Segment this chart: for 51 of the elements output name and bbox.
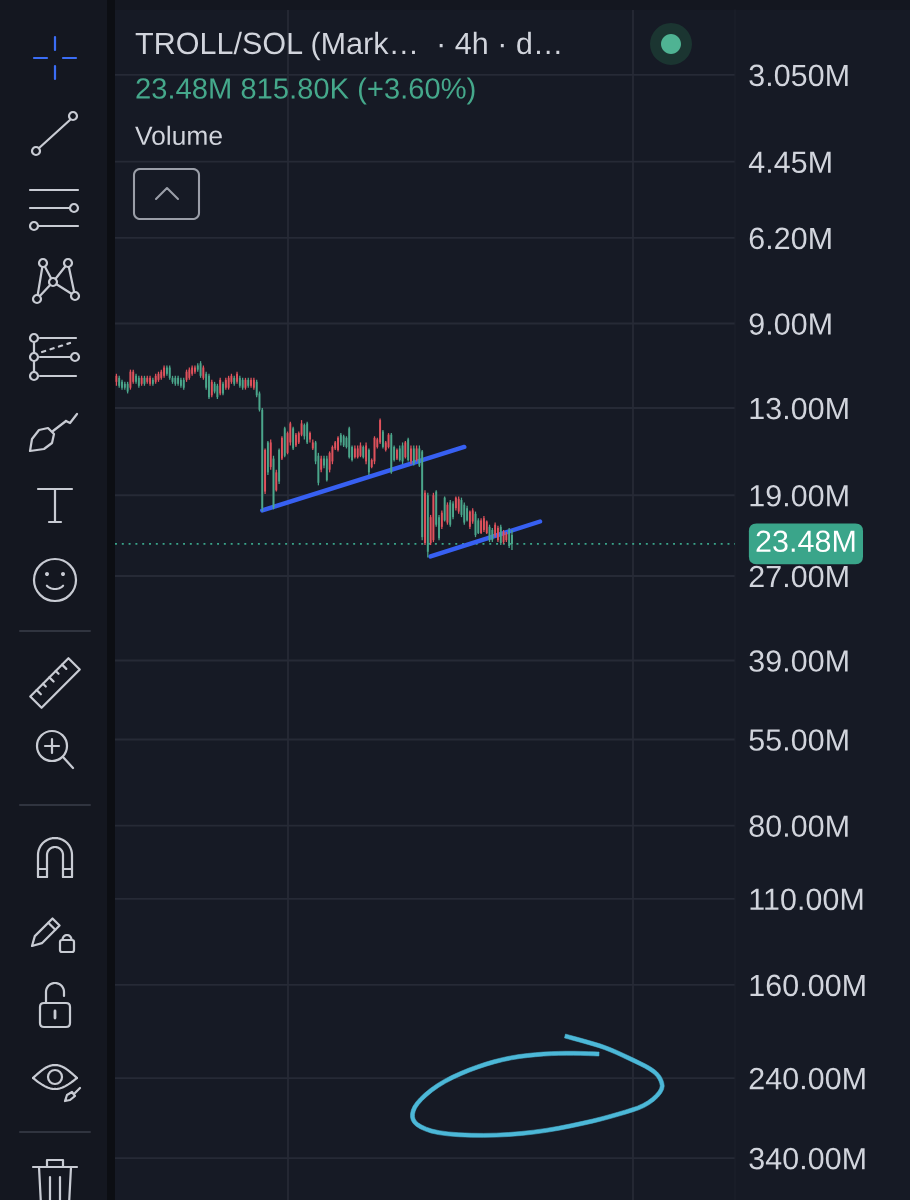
candlestick bbox=[365, 441, 368, 465]
candlestick bbox=[410, 444, 412, 465]
candlestick bbox=[449, 499, 452, 528]
text: 23.48M 815.80K (+3.60%) bbox=[136, 77, 475, 105]
candlestick bbox=[381, 429, 384, 450]
candlestick bbox=[216, 383, 219, 400]
candlestick bbox=[395, 447, 398, 461]
y-tick-label: 3.050M bbox=[749, 64, 848, 87]
y-tick-label: 240.00M bbox=[749, 1067, 865, 1090]
text: TROLL/SOL (Mark… · 4h · d… bbox=[135, 31, 560, 61]
candlestick bbox=[415, 444, 418, 463]
y-tick-label: 80.00M bbox=[749, 815, 848, 837]
candlestick bbox=[508, 527, 511, 549]
candlestick bbox=[208, 373, 210, 400]
y-tick-label: 340.00M bbox=[749, 1147, 865, 1170]
candlestick bbox=[440, 509, 443, 530]
candlestick bbox=[280, 435, 283, 461]
candlestick bbox=[424, 489, 426, 546]
candlestick bbox=[468, 509, 471, 530]
ref-line-label: 23.48M bbox=[756, 530, 855, 553]
candlestick bbox=[275, 469, 278, 493]
y-tick-label: 6.20M bbox=[749, 227, 831, 250]
candlestick bbox=[337, 435, 339, 453]
candlestick bbox=[194, 364, 196, 375]
candlestick bbox=[432, 492, 435, 543]
candlestick bbox=[306, 421, 309, 445]
candlestick bbox=[511, 529, 513, 551]
y-tick-label: 160.00M bbox=[750, 974, 865, 997]
y-tick-label: 19.00M bbox=[750, 484, 848, 507]
annotation: Volume bbox=[135, 125, 222, 146]
y-tick-label: 4.45M bbox=[748, 151, 831, 174]
y-tick-label: 39.00M bbox=[749, 650, 848, 672]
candlestick bbox=[325, 455, 328, 483]
candlestick bbox=[121, 379, 123, 391]
candlestick bbox=[213, 381, 216, 395]
y-tick-label: 13.00M bbox=[750, 397, 848, 420]
candlestick bbox=[407, 437, 410, 463]
candlestick bbox=[499, 524, 502, 546]
candlestick bbox=[236, 371, 238, 385]
y-tick-label: 110.00M bbox=[750, 888, 863, 911]
candlestick bbox=[295, 432, 297, 448]
candlestick bbox=[379, 417, 382, 445]
candlestick bbox=[412, 444, 415, 467]
y-tick-label: 27.00M bbox=[749, 565, 848, 588]
y-tick-label: 55.00M bbox=[749, 729, 848, 751]
candlestick bbox=[135, 373, 137, 385]
candlestick bbox=[222, 381, 224, 396]
candlestick bbox=[292, 426, 295, 451]
candlestick bbox=[496, 525, 499, 543]
y-tick-label: 9.00M bbox=[749, 313, 831, 335]
candlestick bbox=[443, 495, 446, 523]
